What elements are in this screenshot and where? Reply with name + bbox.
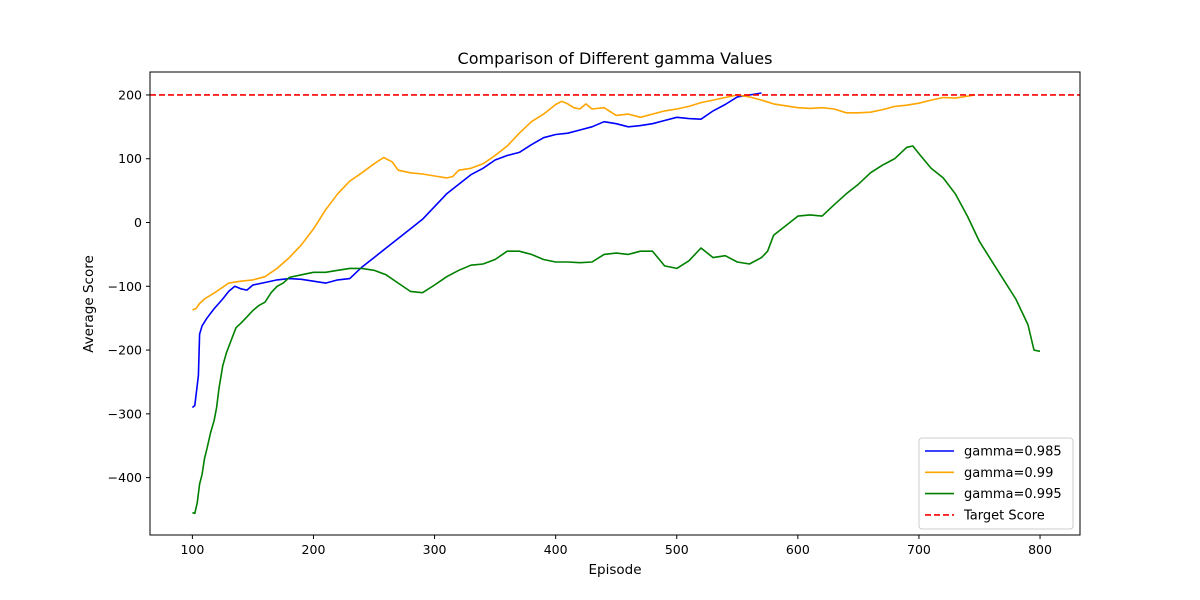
legend-label: gamma=0.99: [964, 466, 1053, 481]
y-tick-label: −300: [108, 406, 142, 421]
x-tick-label: 700: [907, 542, 931, 557]
series-line-3: [192, 145, 1041, 515]
legend-box: [918, 437, 1074, 530]
series-line-2: [192, 94, 975, 311]
chart-title: Comparison of Different gamma Values: [458, 49, 773, 68]
x-tick-label: 100: [180, 542, 204, 557]
y-tick-label: 100: [118, 151, 142, 166]
x-tick-label: 300: [423, 542, 447, 557]
y-tick-label: 200: [118, 87, 142, 102]
x-tick-label: 800: [1028, 542, 1052, 557]
x-tick-label: 400: [544, 542, 568, 557]
legend-label: gamma=0.995: [964, 487, 1062, 502]
x-tick-label: 600: [786, 542, 810, 557]
axes-frame: [149, 71, 1081, 536]
legend: gamma=0.985 gamma=0.99 gamma=0.995 Target S…: [918, 437, 1074, 530]
series-line-1: [191, 92, 762, 409]
x-tick-label: 500: [665, 542, 689, 557]
y-axis-label: Average Score: [81, 255, 97, 353]
x-axis-label: Episode: [588, 562, 641, 578]
y-tick-label: 0: [134, 215, 142, 230]
y-tick-label: −400: [108, 470, 142, 485]
legend-label: Target Score: [963, 508, 1045, 523]
legend-label: gamma=0.985: [964, 445, 1062, 460]
x-tick-label: 200: [302, 542, 326, 557]
y-tick-label: −100: [108, 279, 142, 294]
plot-area: 100 200 300 400 500 600 700 800 −400 −300 −200 −100…: [108, 71, 1081, 557]
y-tick-label: −200: [108, 343, 142, 358]
